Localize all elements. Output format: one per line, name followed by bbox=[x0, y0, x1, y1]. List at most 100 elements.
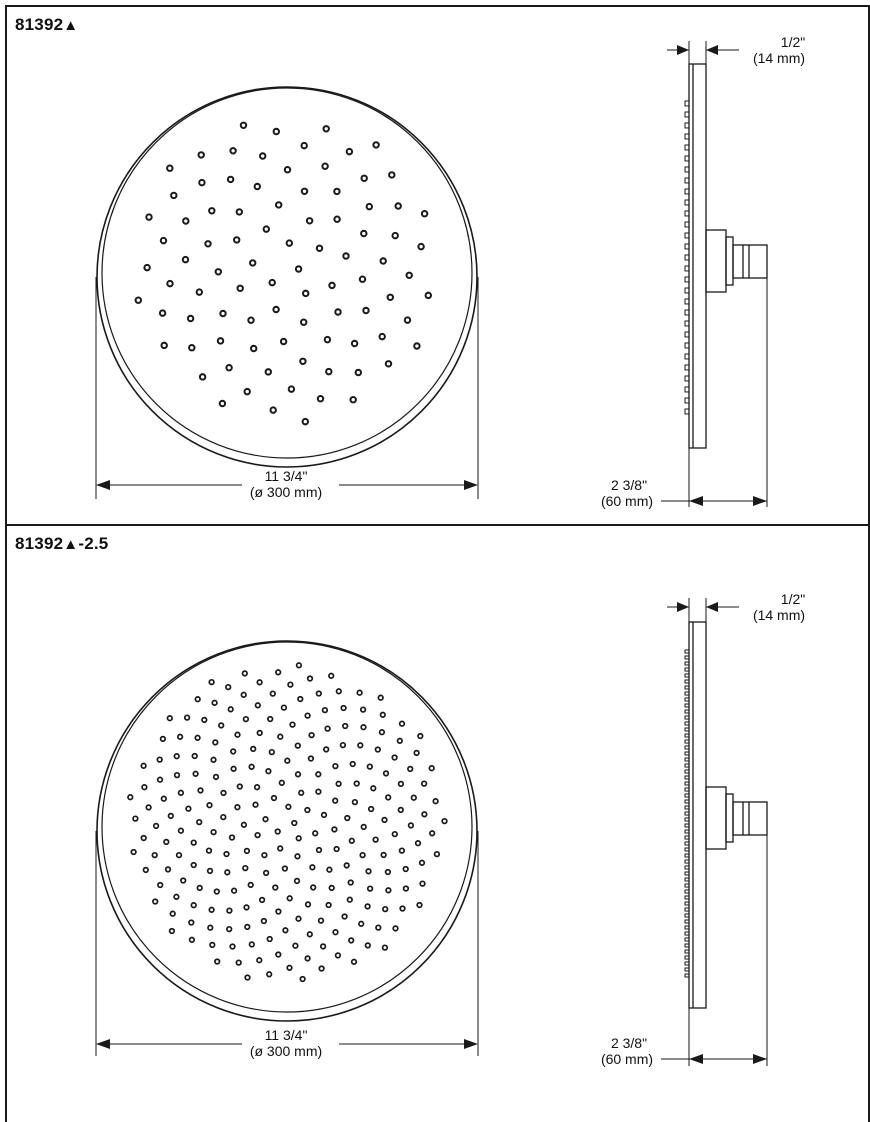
panel-model-81392-2-5: 81392▲-2.5 11 3/4" (ø 300 mm) bbox=[5, 524, 870, 1122]
nozzle bbox=[159, 735, 167, 743]
nozzle bbox=[384, 360, 393, 368]
nozzle bbox=[164, 866, 172, 873]
nozzle bbox=[370, 785, 377, 792]
nozzle bbox=[362, 306, 370, 315]
showerhead-side-view bbox=[684, 63, 768, 449]
nozzle bbox=[342, 722, 349, 730]
nozzle bbox=[272, 305, 280, 314]
diameter-metric: (ø 300 mm) bbox=[250, 1043, 322, 1059]
nozzle bbox=[294, 771, 302, 778]
nozzle bbox=[366, 763, 373, 770]
nozzle bbox=[342, 252, 350, 260]
nozzle bbox=[248, 763, 255, 770]
nozzle bbox=[177, 789, 185, 796]
nozzle bbox=[316, 394, 325, 403]
showerhead-front-view bbox=[96, 640, 478, 1022]
diameter-imperial: 11 3/4" bbox=[265, 468, 308, 484]
nozzle bbox=[360, 823, 367, 831]
nozzle bbox=[315, 244, 324, 253]
model-label: 81392▲ bbox=[15, 15, 78, 35]
nozzle bbox=[364, 942, 371, 949]
nozzle bbox=[256, 679, 263, 686]
nozzle bbox=[244, 974, 251, 981]
nozzle bbox=[196, 884, 203, 892]
nozzle bbox=[196, 818, 203, 826]
nozzle bbox=[250, 745, 257, 753]
nozzle bbox=[382, 905, 389, 913]
nozzle bbox=[315, 771, 322, 778]
triangle-icon: ▲ bbox=[63, 536, 79, 553]
nozzle bbox=[358, 920, 365, 927]
nozzle bbox=[341, 913, 348, 920]
nozzle bbox=[372, 836, 379, 843]
nozzle bbox=[262, 816, 269, 823]
nozzle bbox=[152, 898, 159, 905]
nozzle bbox=[219, 309, 227, 318]
nozzle bbox=[269, 406, 277, 414]
nozzle bbox=[243, 904, 250, 911]
nozzle bbox=[351, 798, 359, 806]
nozzle bbox=[195, 288, 204, 296]
nozzle bbox=[239, 121, 248, 130]
nozzle bbox=[235, 208, 244, 216]
nozzle bbox=[212, 773, 220, 781]
nozzle bbox=[236, 783, 243, 790]
nozzle bbox=[291, 819, 298, 827]
nozzle bbox=[300, 141, 308, 150]
nozzle bbox=[417, 732, 424, 740]
nozzle bbox=[281, 865, 289, 872]
nozzle bbox=[372, 141, 380, 149]
showerhead-front-view bbox=[96, 86, 478, 468]
model-number: 81392 bbox=[15, 15, 64, 34]
nozzle bbox=[367, 805, 375, 813]
nozzle bbox=[218, 399, 227, 408]
nozzle bbox=[328, 281, 336, 290]
nozzle bbox=[282, 927, 289, 934]
nozzle bbox=[294, 265, 303, 273]
nozzle bbox=[360, 229, 368, 238]
nozzle bbox=[310, 884, 317, 891]
nozzle bbox=[194, 734, 201, 741]
nozzle bbox=[335, 688, 342, 695]
nozzle bbox=[315, 690, 322, 697]
nozzle bbox=[348, 837, 355, 844]
nozzle bbox=[216, 337, 225, 345]
nozzle bbox=[333, 215, 341, 223]
nozzle bbox=[268, 278, 276, 287]
nozzle bbox=[265, 768, 272, 775]
nozzle bbox=[226, 925, 233, 933]
nozzle bbox=[414, 840, 422, 847]
nozzle bbox=[140, 762, 147, 769]
nozzle bbox=[399, 905, 406, 912]
nozzle bbox=[214, 958, 221, 965]
nozzle bbox=[260, 917, 268, 925]
nozzle bbox=[230, 765, 237, 772]
nozzle bbox=[350, 958, 358, 965]
nozzle bbox=[283, 165, 292, 174]
nozzle bbox=[305, 217, 314, 225]
nozzle bbox=[299, 975, 306, 983]
nozzle bbox=[312, 830, 319, 837]
panel-a-drawing: 11 3/4" (ø 300 mm) bbox=[95, 34, 805, 509]
nozzle bbox=[326, 866, 333, 873]
nozzle bbox=[294, 853, 301, 860]
nozzle bbox=[301, 289, 310, 298]
nozzle bbox=[267, 715, 274, 723]
nozzle bbox=[321, 162, 329, 170]
nozzle bbox=[254, 831, 261, 839]
depth-dimension bbox=[661, 278, 768, 507]
nozzle bbox=[166, 279, 174, 288]
nozzle bbox=[253, 784, 261, 791]
nozzle bbox=[396, 737, 403, 744]
nozzle bbox=[279, 337, 288, 346]
nozzle bbox=[175, 851, 183, 859]
nozzle bbox=[268, 748, 275, 756]
nozzle bbox=[299, 357, 307, 366]
nozzle bbox=[358, 275, 367, 283]
nozzle bbox=[173, 753, 180, 760]
nozzle bbox=[194, 696, 201, 703]
nozzle bbox=[252, 801, 259, 808]
nozzle bbox=[277, 733, 284, 740]
nozzle bbox=[209, 941, 216, 949]
